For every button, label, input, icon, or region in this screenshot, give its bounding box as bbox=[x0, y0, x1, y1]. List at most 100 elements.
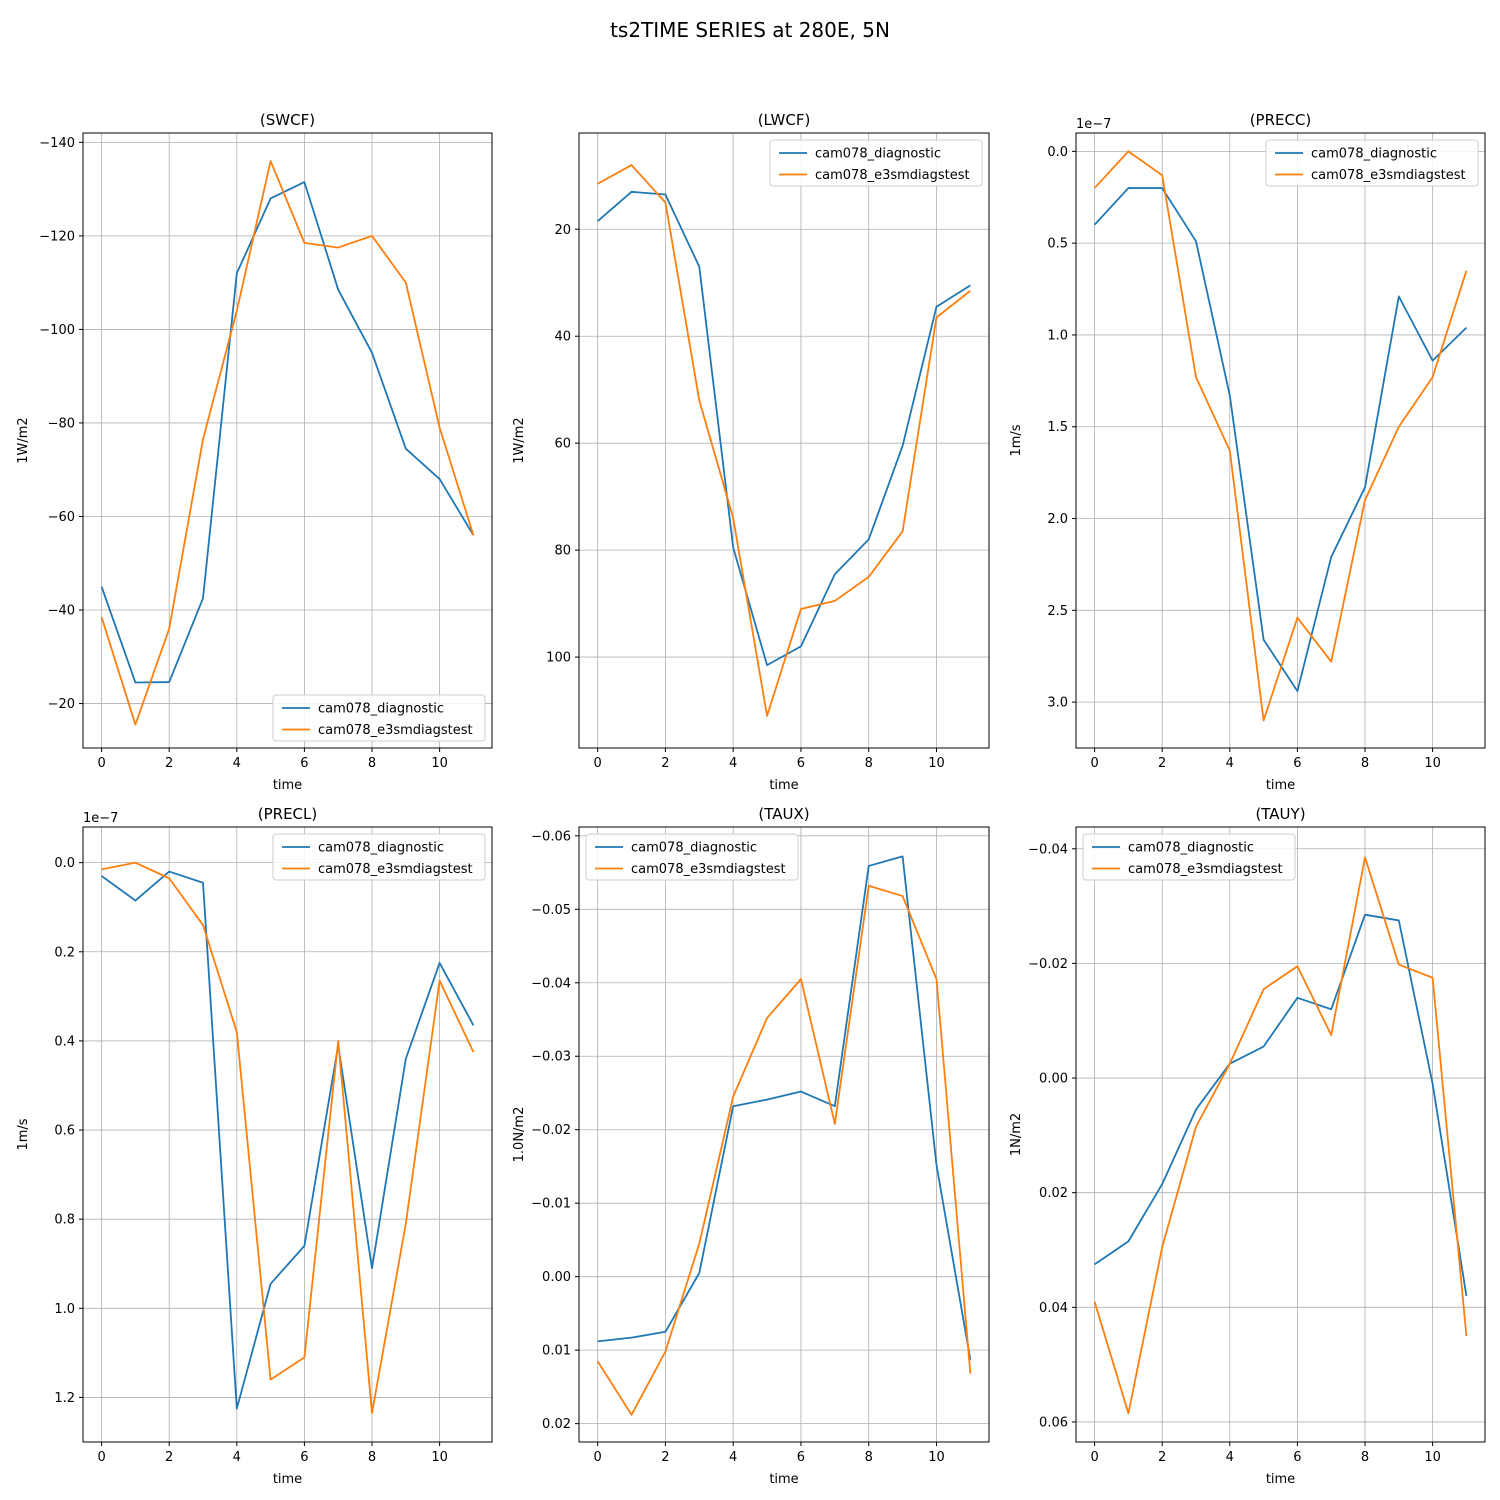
x-tick-label: 4 bbox=[729, 1450, 737, 1465]
y-tick-label: −60 bbox=[48, 510, 75, 525]
y-tick-label: 60 bbox=[554, 437, 571, 452]
x-tick-label: 0 bbox=[97, 756, 105, 771]
x-tick-label: 0 bbox=[1090, 1450, 1098, 1465]
y-tick-label: 0.01 bbox=[542, 1344, 571, 1359]
y-tick-label: 0.4 bbox=[54, 1034, 75, 1049]
x-tick-label: 2 bbox=[1158, 756, 1166, 771]
series-line-1 bbox=[1094, 913, 1468, 1296]
y-tick-label: 3.0 bbox=[1047, 696, 1068, 711]
series-line-1 bbox=[100, 181, 475, 684]
axes-frame bbox=[82, 826, 493, 1443]
x-tick-label: 8 bbox=[865, 1450, 873, 1465]
y-tick-label: −0.03 bbox=[531, 1050, 571, 1065]
y-tick-label: 0.00 bbox=[542, 1270, 571, 1285]
y-axis-label: 1m/s bbox=[16, 1118, 31, 1150]
x-tick-label: 8 bbox=[865, 756, 873, 771]
x-tick-label: 6 bbox=[300, 756, 308, 771]
y-tick-label: 0.02 bbox=[542, 1417, 571, 1432]
legend-box bbox=[1265, 139, 1479, 187]
legend-box bbox=[585, 833, 799, 881]
legend-box bbox=[1082, 833, 1296, 881]
legend-label: cam078_diagnostic bbox=[1128, 841, 1254, 856]
panel-5: 0 2 4 6 8 10 −0.06 −0.05 −0.04 −0.03 −0.02 −0.01 0.0… bbox=[512, 805, 990, 1487]
y-tick-label: 0.5 bbox=[1047, 237, 1068, 252]
grid bbox=[1076, 133, 1485, 748]
x-tick-label: 0 bbox=[1090, 756, 1098, 771]
x-axis-label: time bbox=[273, 1472, 302, 1487]
legend-box bbox=[272, 833, 486, 881]
series-line-2 bbox=[596, 884, 972, 1416]
series-line-2 bbox=[1093, 856, 1468, 1415]
y-ticks: −0.04 −0.02 0.00 0.02 0.04 0.06 bbox=[1028, 842, 1076, 1430]
y-axis-label: 1.0N/m2 bbox=[512, 1107, 527, 1163]
x-tick-label: 2 bbox=[661, 1450, 669, 1465]
legend-label: cam078_diagnostic bbox=[1311, 147, 1437, 162]
y-tick-label: −100 bbox=[39, 323, 75, 338]
x-tick-label: 0 bbox=[97, 1450, 105, 1465]
y-tick-label: 0.2 bbox=[54, 945, 75, 960]
grid bbox=[579, 133, 989, 748]
y-tick-label: 1.0 bbox=[1047, 328, 1068, 343]
legend-label: cam078_diagnostic bbox=[318, 702, 444, 717]
legend-box bbox=[272, 694, 486, 742]
x-tick-label: 6 bbox=[1293, 756, 1301, 771]
y-tick-label: 2.0 bbox=[1047, 512, 1068, 527]
y-tick-label: −20 bbox=[48, 697, 75, 712]
panel-6: 0 2 4 6 8 10 −0.04 −0.02 0.00 0.02 0.04 0.06 (TAUY) t… bbox=[1009, 805, 1486, 1487]
legend: cam078_diagnostic cam078_e3smdiagstest bbox=[585, 833, 799, 881]
x-ticks: 0 2 4 6 8 10 bbox=[97, 1442, 448, 1465]
x-tick-label: 2 bbox=[165, 1450, 173, 1465]
panel-1: 0 2 4 6 8 10 −140 −120 −100 −80 −60 −40 −20 (SWCF) tim… bbox=[16, 111, 493, 793]
legend: cam078_diagnostic cam078_e3smdiagstest bbox=[1265, 139, 1479, 187]
series-line-2 bbox=[100, 160, 475, 726]
x-ticks: 0 2 4 6 8 10 bbox=[97, 748, 448, 771]
legend-box bbox=[769, 139, 983, 187]
legend-label: cam078_e3smdiagstest bbox=[318, 862, 473, 877]
panel-title: (PRECL) bbox=[258, 805, 317, 823]
series-line-1 bbox=[1093, 187, 1468, 692]
y-offset-label: 1e−7 bbox=[1076, 117, 1111, 132]
legend-label: cam078_e3smdiagstest bbox=[815, 168, 970, 183]
y-ticks: −0.06 −0.05 −0.04 −0.03 −0.02 −0.01 0.00 0.01 0.… bbox=[531, 829, 579, 1432]
y-tick-label: −80 bbox=[48, 416, 75, 431]
y-tick-label: 20 bbox=[554, 223, 571, 238]
x-tick-label: 6 bbox=[797, 756, 805, 771]
x-axis-label: time bbox=[769, 778, 798, 793]
y-tick-label: 0.04 bbox=[1039, 1301, 1068, 1316]
panel-title: (LWCF) bbox=[758, 111, 811, 129]
x-ticks: 0 2 4 6 8 10 bbox=[593, 748, 945, 771]
x-tick-label: 10 bbox=[431, 756, 448, 771]
y-tick-label: 1.0 bbox=[54, 1302, 75, 1317]
y-tick-label: 0.0 bbox=[54, 856, 75, 871]
legend-label: cam078_e3smdiagstest bbox=[1128, 862, 1283, 877]
y-tick-label: 0.06 bbox=[1039, 1415, 1068, 1430]
y-tick-label: 80 bbox=[554, 544, 571, 559]
axes-frame bbox=[578, 826, 990, 1443]
x-tick-label: 10 bbox=[431, 1450, 448, 1465]
x-tick-label: 4 bbox=[233, 756, 241, 771]
series-line-1 bbox=[597, 190, 971, 667]
x-tick-label: 6 bbox=[797, 1450, 805, 1465]
grid bbox=[579, 827, 989, 1442]
x-tick-label: 8 bbox=[368, 756, 376, 771]
x-tick-label: 8 bbox=[1361, 756, 1369, 771]
axes-frame bbox=[82, 132, 493, 749]
series-line-2 bbox=[597, 164, 971, 717]
y-axis-label: 1W/m2 bbox=[512, 417, 527, 463]
legend: cam078_diagnostic cam078_e3smdiagstest bbox=[272, 694, 486, 742]
x-tick-label: 8 bbox=[1361, 1450, 1369, 1465]
panels: 0 2 4 6 8 10 −140 −120 −100 −80 −60 −40 −20 (SWCF) tim… bbox=[16, 111, 1486, 1487]
legend-label: cam078_diagnostic bbox=[815, 147, 941, 162]
y-axis-label: 1W/m2 bbox=[16, 417, 31, 463]
x-tick-label: 4 bbox=[233, 1450, 241, 1465]
y-tick-label: −40 bbox=[48, 604, 75, 619]
y-tick-label: 2.5 bbox=[1047, 604, 1068, 619]
legend: cam078_diagnostic cam078_e3smdiagstest bbox=[769, 139, 983, 187]
y-axis-label: 1m/s bbox=[1009, 424, 1024, 456]
y-tick-label: 100 bbox=[546, 651, 571, 666]
legend-label: cam078_diagnostic bbox=[318, 841, 444, 856]
series-line-2 bbox=[1093, 150, 1468, 722]
y-tick-label: 0.00 bbox=[1039, 1072, 1068, 1087]
